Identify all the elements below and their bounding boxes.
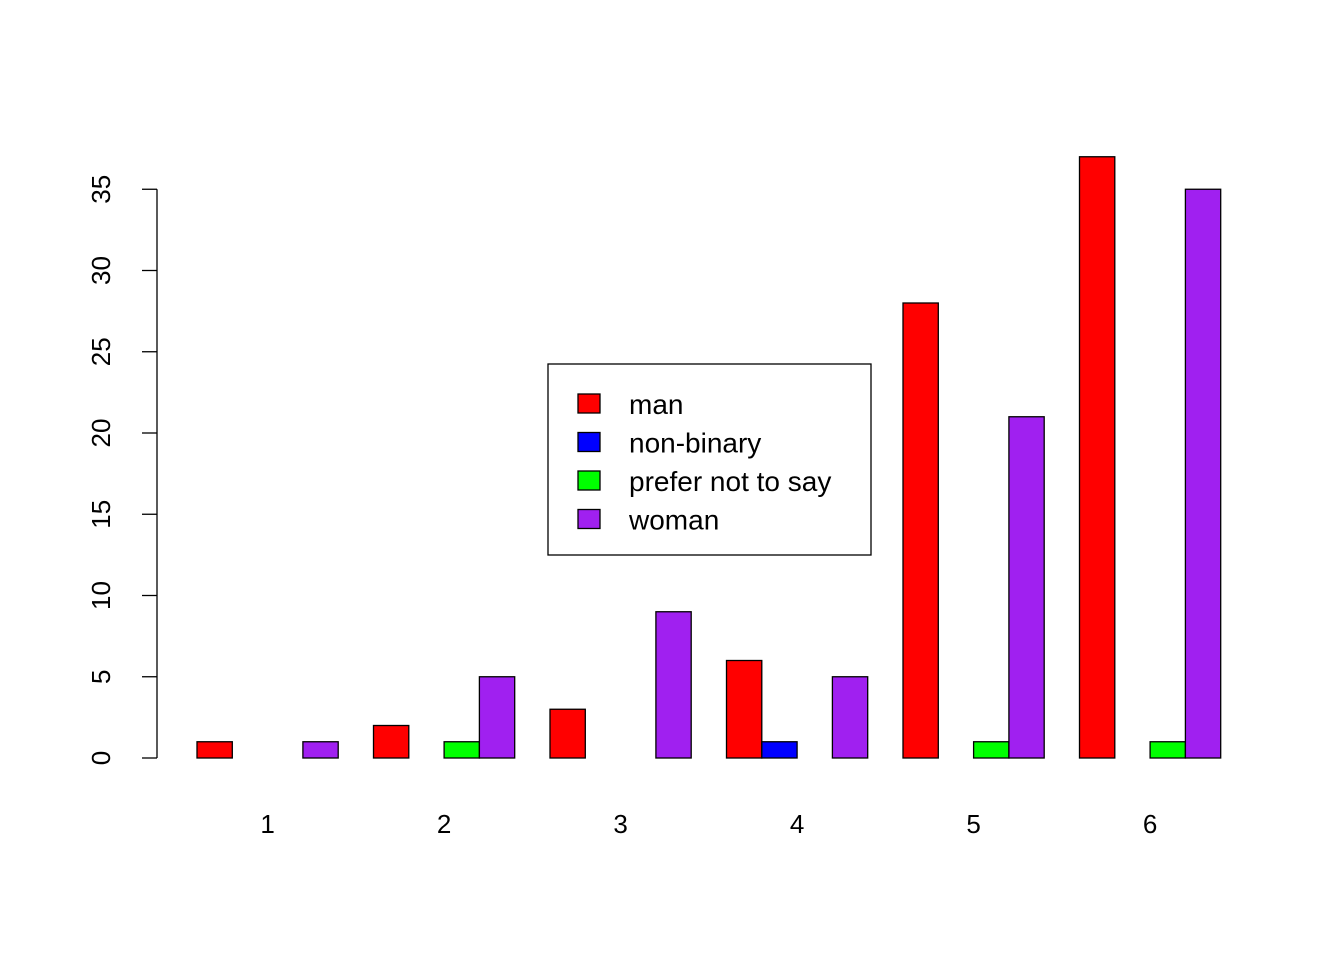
bar-woman-6 (1184, 188, 1222, 759)
bar-man-5 (902, 302, 939, 759)
legend-swatch-man (577, 393, 601, 414)
legend-swatch-prefer-not-to-say (577, 470, 601, 491)
legend-swatch-woman (577, 508, 601, 530)
bar-man-6 (1078, 156, 1116, 759)
legend-label-prefer-not-to-say: prefer not to say (629, 466, 831, 497)
bar-woman-3 (655, 611, 692, 759)
x-tick-label: 2 (437, 809, 451, 839)
legend-label-man: man (629, 389, 683, 420)
bar-man-1 (196, 741, 233, 759)
y-tick-label: 30 (86, 256, 116, 285)
legend-label-woman: woman (628, 505, 719, 536)
y-axis: 0 5 10 15 20 25 30 35 (86, 175, 158, 765)
bar-man-2 (372, 724, 410, 759)
bar-prefer-not-to-say-5 (972, 741, 1010, 759)
y-tick-label: 5 (86, 670, 116, 684)
bar-woman-1 (302, 741, 339, 759)
y-tick-label: 25 (86, 337, 116, 366)
x-tick-label: 5 (966, 809, 980, 839)
y-tick-label: 10 (86, 581, 116, 610)
y-tick-label: 0 (86, 751, 116, 765)
bar-woman-4 (831, 676, 869, 759)
legend-box (547, 363, 872, 556)
x-tick-label: 3 (613, 809, 627, 839)
x-tick-label: 1 (260, 809, 274, 839)
bar-man-4 (725, 659, 763, 759)
bar-non-binary-4 (761, 741, 798, 759)
bar-woman-2 (478, 676, 516, 759)
legend: man non-binary prefer not to say woman (547, 363, 872, 556)
x-tick-labels: 1 2 3 4 5 6 (260, 809, 1157, 839)
y-tick-label: 15 (86, 500, 116, 529)
legend-label-non-binary: non-binary (629, 428, 761, 459)
bars-group (196, 156, 1222, 759)
bar-man-3 (549, 708, 586, 759)
bar-prefer-not-to-say-2 (443, 741, 481, 759)
x-tick-label: 4 (790, 809, 804, 839)
bar-prefer-not-to-say-6 (1149, 741, 1187, 759)
x-tick-label: 6 (1143, 809, 1157, 839)
legend-swatch-non-binary (577, 431, 601, 453)
y-tick-label: 20 (86, 419, 116, 448)
bar-woman-5 (1008, 416, 1045, 759)
y-tick-label: 35 (86, 175, 116, 204)
